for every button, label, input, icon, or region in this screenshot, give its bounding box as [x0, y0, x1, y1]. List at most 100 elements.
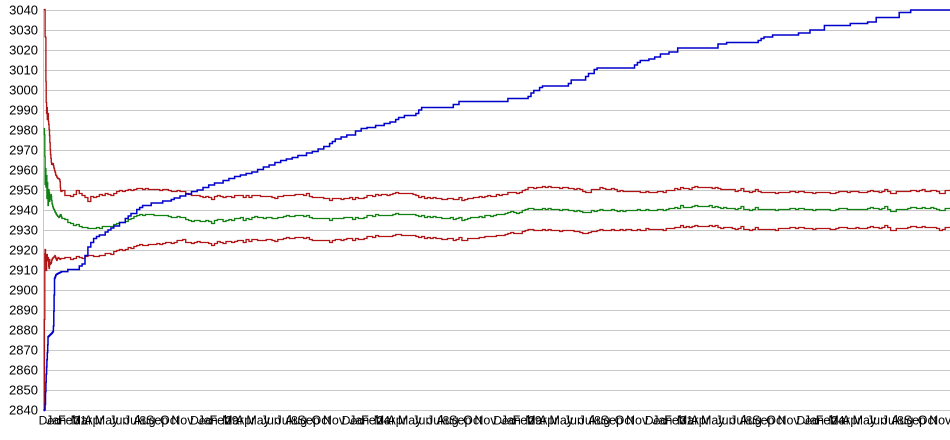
svg-text:Apr: Apr	[387, 413, 406, 427]
svg-text:Dec: Dec	[493, 414, 514, 428]
svg-text:Aug: Aug	[891, 414, 913, 428]
svg-text:Aug: Aug	[285, 413, 307, 427]
svg-text:2980: 2980	[9, 123, 38, 138]
svg-text:Mar: Mar	[828, 414, 850, 428]
svg-text:2910: 2910	[9, 263, 38, 278]
svg-text:Oct: Oct	[160, 413, 180, 427]
svg-text:8: 8	[443, 413, 450, 427]
svg-text:Jan: Jan	[198, 413, 218, 427]
svg-text:Mar: Mar	[525, 414, 547, 428]
svg-text:3040: 3040	[9, 3, 38, 18]
svg-text:May: May	[95, 413, 119, 427]
svg-text:Jun: Jun	[109, 413, 129, 427]
svg-text:Dec: Dec	[342, 413, 363, 427]
svg-text:Jul: Jul	[427, 413, 443, 427]
svg-text:Oct: Oct	[312, 413, 332, 427]
svg-text:29: 29	[225, 413, 239, 427]
svg-text:24: 24	[831, 414, 845, 428]
svg-text:Nov: Nov	[323, 413, 346, 427]
svg-text:3010: 3010	[9, 63, 38, 78]
svg-text:May: May	[398, 413, 422, 427]
svg-text:Sep: Sep	[298, 413, 320, 427]
svg-text:Jan: Jan	[349, 413, 369, 427]
svg-text:3030: 3030	[9, 23, 38, 38]
svg-text:Sep: Sep	[752, 414, 774, 428]
svg-text:May: May	[246, 413, 270, 427]
svg-text:Jan: Jan	[804, 414, 824, 428]
svg-text:8: 8	[594, 414, 601, 428]
svg-text:Jun: Jun	[715, 414, 735, 428]
svg-text:Jun: Jun	[261, 413, 281, 427]
svg-text:May: May	[853, 414, 877, 428]
svg-text:Jul: Jul	[579, 414, 595, 428]
svg-text:2970: 2970	[9, 143, 38, 158]
svg-text:8: 8	[291, 413, 298, 427]
svg-text:Dec: Dec	[190, 413, 211, 427]
svg-text:Aug: Aug	[588, 414, 610, 428]
svg-text:Feb: Feb	[210, 413, 232, 427]
svg-text:Sep: Sep	[904, 414, 926, 428]
svg-text:3020: 3020	[9, 43, 38, 58]
svg-text:Nov: Nov	[929, 414, 950, 428]
svg-text:Oct: Oct	[615, 414, 635, 428]
svg-text:2850: 2850	[9, 383, 38, 398]
svg-text:Feb: Feb	[513, 414, 535, 428]
svg-text:Feb: Feb	[361, 413, 383, 427]
svg-text:Dec: Dec	[645, 414, 666, 428]
svg-text:Feb: Feb	[664, 414, 686, 428]
svg-text:2840: 2840	[9, 403, 38, 418]
svg-text:2900: 2900	[9, 283, 38, 298]
svg-text:Apr: Apr	[690, 414, 709, 428]
svg-text:2870: 2870	[9, 343, 38, 358]
svg-text:Apr: Apr	[842, 414, 861, 428]
svg-text:Dec: Dec	[39, 413, 60, 427]
svg-text:2960: 2960	[9, 163, 38, 178]
svg-text:Feb: Feb	[816, 414, 838, 428]
svg-text:Nov: Nov	[777, 414, 800, 428]
svg-text:Jul: Jul	[730, 414, 746, 428]
svg-text:8: 8	[139, 413, 146, 427]
svg-text:Aug: Aug	[436, 413, 458, 427]
svg-text:Mar: Mar	[677, 414, 699, 428]
svg-text:Mar: Mar	[374, 413, 396, 427]
svg-text:Oct: Oct	[918, 414, 938, 428]
svg-text:May: May	[549, 414, 573, 428]
svg-text:2930: 2930	[9, 223, 38, 238]
svg-text:8: 8	[746, 414, 753, 428]
svg-text:Dec: Dec	[796, 414, 817, 428]
svg-text:24: 24	[377, 413, 391, 427]
svg-text:Jul: Jul	[124, 413, 140, 427]
svg-text:Jan: Jan	[501, 414, 521, 428]
svg-text:2880: 2880	[9, 323, 38, 338]
svg-text:Jun: Jun	[867, 414, 887, 428]
svg-text:Oct: Oct	[766, 414, 786, 428]
svg-text:Nov: Nov	[626, 414, 649, 428]
svg-text:Jul: Jul	[276, 413, 292, 427]
svg-text:Apr: Apr	[236, 413, 255, 427]
svg-text:29: 29	[528, 414, 542, 428]
svg-text:Nov: Nov	[171, 413, 194, 427]
svg-text:31: 31	[73, 413, 87, 427]
svg-text:Oct: Oct	[463, 413, 483, 427]
svg-text:31: 31	[680, 414, 694, 428]
svg-text:Aug: Aug	[740, 414, 762, 428]
svg-text:Jan: Jan	[46, 413, 66, 427]
svg-text:2940: 2940	[9, 203, 38, 218]
svg-text:Sep: Sep	[449, 413, 471, 427]
svg-text:Mar: Mar	[71, 413, 93, 427]
svg-text:8: 8	[897, 414, 904, 428]
svg-text:Jul: Jul	[882, 414, 898, 428]
svg-text:May: May	[701, 414, 725, 428]
svg-text:2860: 2860	[9, 363, 38, 378]
svg-text:Jun: Jun	[564, 414, 584, 428]
svg-text:Apr: Apr	[539, 414, 558, 428]
svg-text:Aug: Aug	[133, 413, 155, 427]
svg-text:3000: 3000	[9, 83, 38, 98]
svg-text:Sep: Sep	[601, 414, 623, 428]
svg-text:Jun: Jun	[412, 413, 432, 427]
svg-text:Apr: Apr	[84, 413, 103, 427]
svg-text:Sep: Sep	[146, 413, 168, 427]
svg-text:2920: 2920	[9, 243, 38, 258]
svg-text:2990: 2990	[9, 103, 38, 118]
svg-text:Feb: Feb	[58, 413, 80, 427]
